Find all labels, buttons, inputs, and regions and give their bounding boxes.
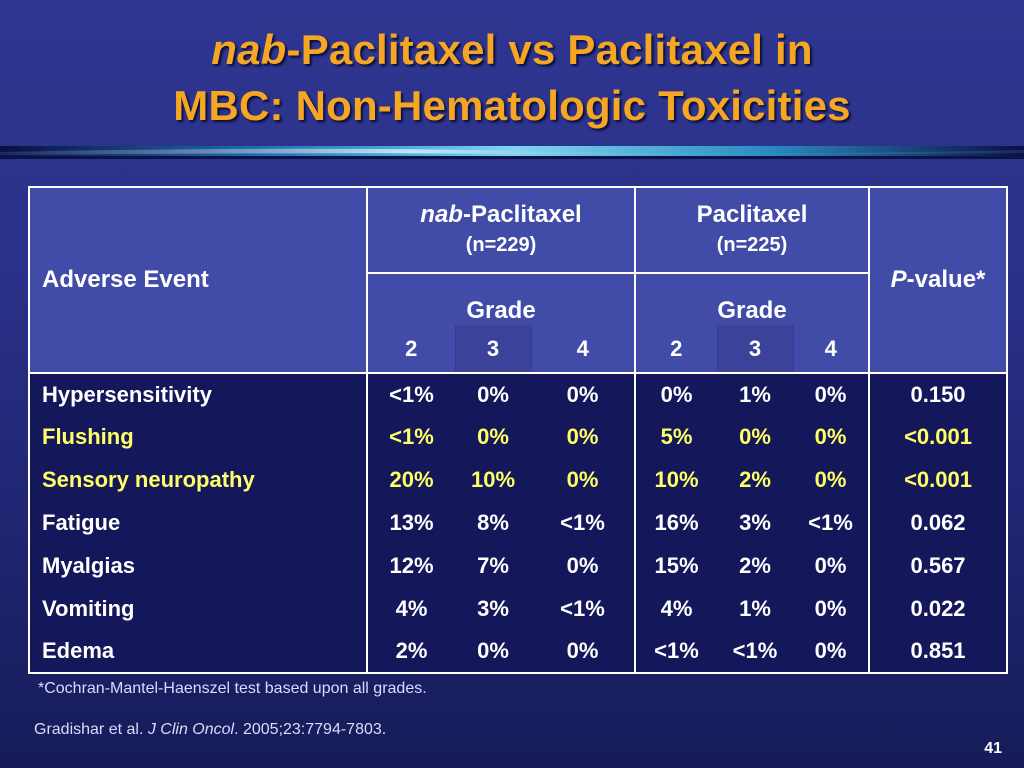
arm2-n: (n=225)	[716, 234, 788, 256]
pac-grade-2-cell: 5%	[635, 415, 717, 458]
nab-grade-2-cell: <1%	[367, 415, 455, 458]
arm2-header: Paclitaxel (n=225)	[635, 186, 871, 274]
adverse-event-cell: Sensory neuropathy	[28, 458, 368, 501]
adverse-event-cell: Edema	[28, 630, 368, 674]
pac-grade-4-cell: 0%	[793, 458, 871, 501]
nab-grade-3-cell: 0%	[455, 373, 531, 415]
table-row: Vomiting 4% 3% <1% 4% 1% 0% 0.022	[28, 587, 1009, 630]
nab-grade-3-cell: 3%	[455, 587, 531, 630]
pac-grade-2-cell: 0%	[635, 373, 717, 415]
nab-grade-3-cell: 7%	[455, 544, 531, 587]
title-italic-prefix: nab	[211, 26, 287, 73]
arm2-grade-2: 2	[635, 325, 718, 374]
arm2-name: Paclitaxel	[696, 201, 808, 228]
pac-grade-4-cell: <1%	[793, 501, 871, 544]
arm1-header: nab-Paclitaxel (n=229)	[367, 186, 636, 274]
arm2-grade-label: Grade	[635, 273, 871, 325]
adverse-event-cell: Myalgias	[28, 544, 368, 587]
pac-grade-3-cell: 1%	[717, 373, 793, 415]
nab-grade-2-cell: <1%	[367, 373, 455, 415]
pvalue-cell: 0.062	[869, 501, 1009, 544]
pac-grade-4-cell: 0%	[793, 630, 871, 674]
pac-grade-2-cell: 16%	[635, 501, 717, 544]
table-row: Edema 2% 0% 0% <1% <1% 0% 0.851	[28, 630, 1009, 674]
pac-grade-3-cell: 2%	[717, 544, 793, 587]
table-body: Hypersensitivity <1% 0% 0% 0% 1% 0% 0.150 Flushi…	[28, 373, 1009, 674]
pvalue-cell: 0.567	[869, 544, 1009, 587]
table-row: Hypersensitivity <1% 0% 0% 0% 1% 0% 0.150	[28, 373, 1009, 415]
toxicity-table-container: Adverse Event nab-Paclitaxel (n=229) Pac…	[28, 186, 1009, 674]
slide-title: nab-Paclitaxel vs Paclitaxel in MBC: Non…	[0, 22, 1024, 134]
page-number: 41	[984, 740, 1002, 757]
pac-grade-2-cell: 15%	[635, 544, 717, 587]
table-row: Flushing <1% 0% 0% 5% 0% 0% <0.001	[28, 415, 1009, 458]
title-line-1-rest: -Paclitaxel vs Paclitaxel in	[286, 26, 813, 73]
nab-grade-3-cell: 0%	[455, 415, 531, 458]
pvalue-header: P-value*	[869, 186, 1009, 374]
nab-grade-2-cell: 13%	[367, 501, 455, 544]
pac-grade-4-cell: 0%	[793, 544, 871, 587]
nab-grade-2-cell: 4%	[367, 587, 455, 630]
pac-grade-3-cell: <1%	[717, 630, 793, 674]
table-row: Sensory neuropathy 20% 10% 0% 10% 2% 0% <0.001	[28, 458, 1009, 501]
nab-grade-4-cell: 0%	[531, 373, 636, 415]
footnote: *Cochran-Mantel-Haenszel test based upon…	[38, 680, 427, 697]
pac-grade-4-cell: 0%	[793, 373, 871, 415]
arm1-grade-2: 2	[367, 325, 456, 374]
pac-grade-4-cell: 0%	[793, 587, 871, 630]
decorative-swoosh	[0, 146, 1024, 159]
citation-rest: . 2005;23:7794-7803.	[234, 721, 387, 738]
nab-grade-4-cell: <1%	[531, 587, 636, 630]
pac-grade-2-cell: 4%	[635, 587, 717, 630]
pac-grade-2-cell: 10%	[635, 458, 717, 501]
table-row: Myalgias 12% 7% 0% 15% 2% 0% 0.567	[28, 544, 1009, 587]
arm1-name-italic: nab	[420, 201, 463, 228]
pac-grade-3-cell: 1%	[717, 587, 793, 630]
citation-journal: J Clin Oncol	[147, 721, 235, 738]
pvalue-cell: 0.851	[869, 630, 1009, 674]
nab-grade-2-cell: 20%	[367, 458, 455, 501]
adverse-event-cell: Fatigue	[28, 501, 368, 544]
arm1-grade-3: 3	[455, 325, 532, 374]
adverse-event-cell: Flushing	[28, 415, 368, 458]
pac-grade-3-cell: 0%	[717, 415, 793, 458]
toxicity-table: Adverse Event nab-Paclitaxel (n=229) Pac…	[28, 186, 1009, 674]
nab-grade-4-cell: 0%	[531, 458, 636, 501]
arm1-grade-label: Grade	[367, 273, 636, 325]
nab-grade-3-cell: 8%	[455, 501, 531, 544]
nab-grade-3-cell: 0%	[455, 630, 531, 674]
arm2-grade-3: 3	[717, 325, 794, 374]
adverse-event-cell: Vomiting	[28, 587, 368, 630]
pac-grade-2-cell: <1%	[635, 630, 717, 674]
adverse-event-cell: Hypersensitivity	[28, 373, 368, 415]
pac-grade-3-cell: 3%	[717, 501, 793, 544]
pac-grade-4-cell: 0%	[793, 415, 871, 458]
title-line-1: nab-Paclitaxel vs Paclitaxel in	[0, 22, 1024, 78]
pvalue-cell: <0.001	[869, 458, 1009, 501]
nab-grade-3-cell: 10%	[455, 458, 531, 501]
arm1-grade-4: 4	[531, 325, 636, 374]
pac-grade-3-cell: 2%	[717, 458, 793, 501]
arm2-grade-4: 4	[793, 325, 871, 374]
table-row: Fatigue 13% 8% <1% 16% 3% <1% 0.062	[28, 501, 1009, 544]
nab-grade-2-cell: 12%	[367, 544, 455, 587]
arm1-n: (n=229)	[465, 234, 537, 256]
pvalue-cell: <0.001	[869, 415, 1009, 458]
citation: Gradishar et al. J Clin Oncol. 2005;23:7…	[34, 721, 386, 739]
pvalue-rest: -value*	[906, 266, 986, 293]
title-line-2: MBC: Non-Hematologic Toxicities	[173, 82, 851, 129]
nab-grade-4-cell: 0%	[531, 630, 636, 674]
nab-grade-4-cell: 0%	[531, 544, 636, 587]
pvalue-cell: 0.150	[869, 373, 1009, 415]
nab-grade-2-cell: 2%	[367, 630, 455, 674]
pvalue-italic: P	[890, 266, 907, 293]
nab-grade-4-cell: <1%	[531, 501, 636, 544]
arm1-name-rest: -Paclitaxel	[462, 201, 582, 228]
pvalue-cell: 0.022	[869, 587, 1009, 630]
adverse-event-header: Adverse Event	[28, 186, 368, 374]
citation-authors: Gradishar et al.	[34, 721, 148, 738]
nab-grade-4-cell: 0%	[531, 415, 636, 458]
